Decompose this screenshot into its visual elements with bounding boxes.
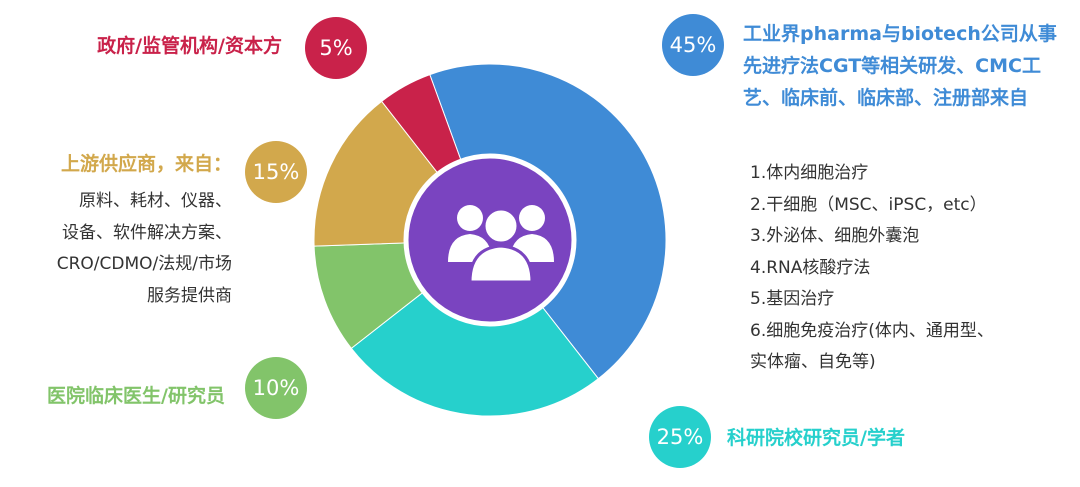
percent-label: 15% [253,160,300,184]
category-label: 上游供应商，来自： [60,153,232,175]
percent-badge [662,14,724,76]
category-label: 工业界pharma与biotech公司从事先进疗法CGT等相关研发、CMC工艺、… [743,23,1057,109]
percent-label: 5% [319,36,352,60]
description-line: 3.外泌体、细胞外囊泡 [750,226,920,246]
description-line: 设备、软件解决方案、 [62,222,232,243]
percent-label: 25% [657,425,704,449]
description-line: 6.细胞免疫治疗(体内、通用型、 [750,320,994,341]
category-label: 医院临床医生/研究员 [47,385,225,407]
description-line: 4.RNA核酸疗法 [750,257,871,278]
badges: 45% 25% 10% 15% 5% [245,14,724,468]
percent-badge [305,17,367,79]
description-line: 原料、耗材、仪器、 [79,191,232,211]
percent-badge [649,406,711,468]
percent-badge [245,357,307,419]
description-line: 1.体内细胞治疗 [750,163,869,183]
description-line: 5.基因治疗 [750,289,835,309]
people-icon [448,205,554,284]
percent-label: 10% [253,376,300,400]
percent-label: 45% [670,33,717,57]
percent-badge [245,141,307,203]
description-line: 实体瘤、自免等) [750,352,876,372]
category-label: 政府/监管机构/资本方 [97,35,282,57]
description-line: 服务提供商 [147,285,232,306]
category-label: 科研院校研究员/学者 [727,427,905,449]
description-line: 2.干细胞（MSC、iPSC，etc） [750,194,987,215]
description-line: CRO/CDMO/法规/市场 [56,254,232,274]
